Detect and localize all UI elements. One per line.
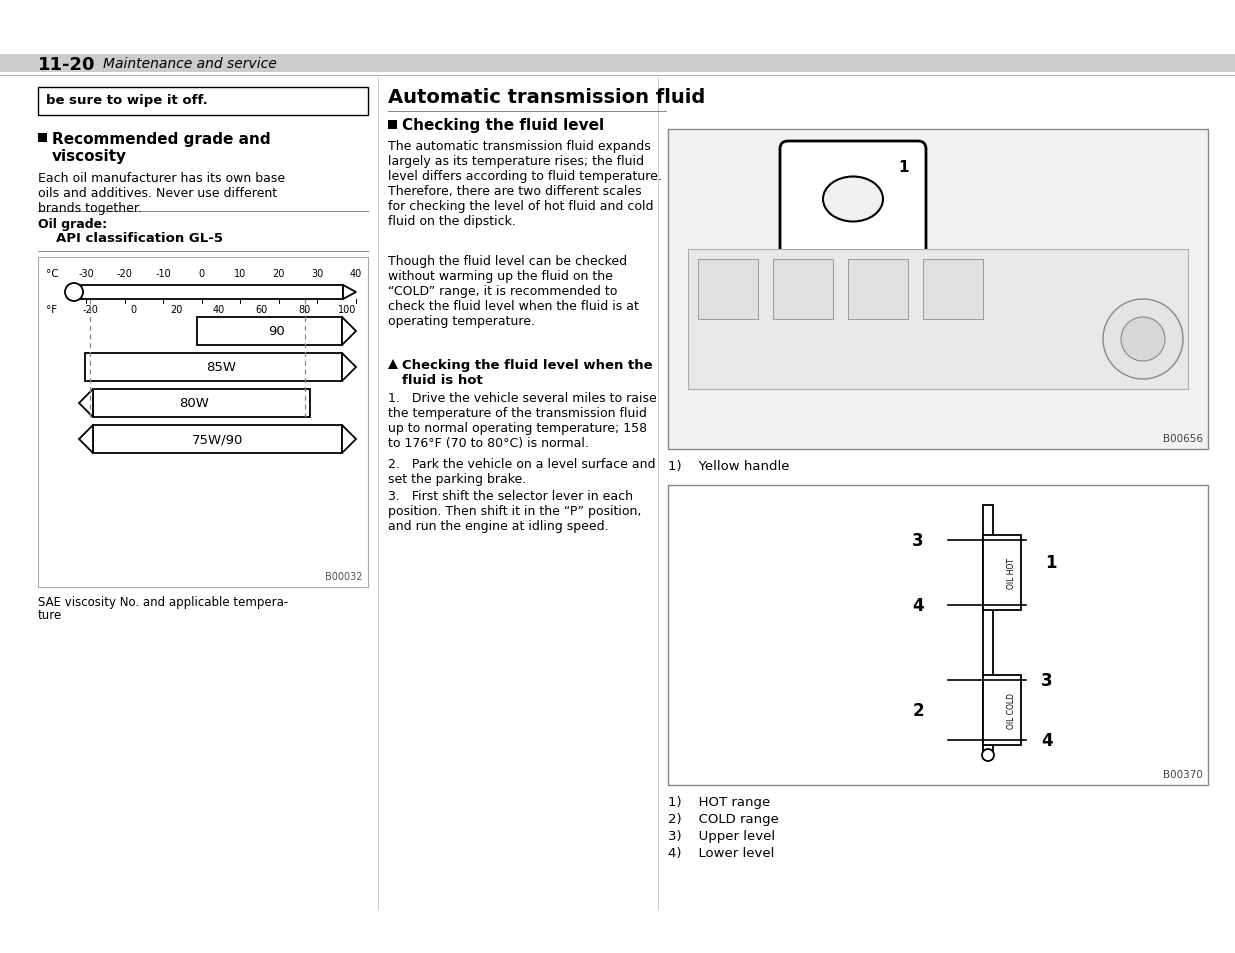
Text: 2)    COLD range: 2) COLD range	[668, 812, 779, 825]
Polygon shape	[342, 317, 356, 346]
Text: 20: 20	[273, 269, 285, 278]
Polygon shape	[342, 354, 356, 381]
Circle shape	[1121, 317, 1165, 361]
Text: 1.   Drive the vehicle several miles to raise
the temperature of the transmissio: 1. Drive the vehicle several miles to ra…	[388, 392, 657, 450]
Bar	[983, 505, 993, 755]
Bar	[82, 286, 343, 299]
Bar	[85, 354, 342, 381]
Text: 20: 20	[169, 305, 183, 314]
Bar	[38, 257, 368, 587]
Text: 10: 10	[235, 269, 247, 278]
Bar	[668, 485, 1208, 785]
Text: -10: -10	[156, 269, 170, 278]
Text: 1)    HOT range: 1) HOT range	[668, 795, 771, 808]
Bar	[93, 426, 342, 454]
Polygon shape	[342, 426, 356, 454]
Text: fluid is hot: fluid is hot	[403, 374, 483, 387]
Bar	[773, 260, 832, 319]
Text: OIL HOT: OIL HOT	[1008, 558, 1016, 588]
FancyBboxPatch shape	[781, 142, 926, 257]
Circle shape	[65, 284, 83, 302]
Text: ture: ture	[38, 608, 62, 621]
Text: °C: °C	[46, 269, 58, 278]
Text: 90: 90	[268, 325, 285, 338]
Text: Automatic transmission fluid: Automatic transmission fluid	[388, 88, 705, 107]
Bar	[0, 55, 1235, 73]
Bar	[983, 536, 1021, 610]
Text: -30: -30	[78, 269, 94, 278]
Text: 1: 1	[1045, 554, 1057, 572]
Text: 100: 100	[338, 305, 357, 314]
Text: B00656: B00656	[1163, 434, 1203, 443]
Text: Though the fluid level can be checked
without warming up the fluid on the
“COLD”: Though the fluid level can be checked wi…	[388, 254, 638, 328]
Text: Checking the fluid level when the: Checking the fluid level when the	[403, 358, 652, 372]
Text: 75W/90: 75W/90	[191, 433, 243, 446]
Text: 0: 0	[130, 305, 136, 314]
Text: °F: °F	[46, 305, 57, 314]
Text: 3)    Upper level: 3) Upper level	[668, 829, 776, 842]
Text: 3: 3	[913, 532, 924, 550]
Text: Recommended grade and: Recommended grade and	[52, 132, 270, 147]
Bar	[848, 260, 908, 319]
Circle shape	[1103, 299, 1183, 379]
Text: 1: 1	[898, 160, 909, 174]
Text: 3: 3	[1041, 671, 1052, 689]
Bar	[688, 250, 1188, 390]
Text: viscosity: viscosity	[52, 149, 127, 164]
Bar	[923, 260, 983, 319]
Polygon shape	[79, 426, 93, 454]
Text: Maintenance and service: Maintenance and service	[103, 57, 277, 71]
Text: Each oil manufacturer has its own base
oils and additives. Never use different
b: Each oil manufacturer has its own base o…	[38, 172, 285, 214]
Bar	[38, 88, 368, 116]
Ellipse shape	[823, 177, 883, 222]
Text: 2.   Park the vehicle on a level surface and
set the parking brake.: 2. Park the vehicle on a level surface a…	[388, 457, 656, 485]
Text: Checking the fluid level: Checking the fluid level	[403, 118, 604, 132]
Text: -20: -20	[83, 305, 99, 314]
Text: 4: 4	[913, 597, 924, 615]
Bar	[196, 317, 342, 346]
Text: The automatic transmission fluid expands
largely as its temperature rises; the f: The automatic transmission fluid expands…	[388, 140, 662, 228]
Text: API classification GL-5: API classification GL-5	[56, 232, 224, 245]
Polygon shape	[79, 390, 93, 417]
Text: 2: 2	[913, 701, 924, 720]
Circle shape	[982, 749, 994, 761]
Text: 0: 0	[199, 269, 205, 278]
Polygon shape	[343, 286, 356, 299]
Text: 11-20: 11-20	[38, 56, 95, 74]
Text: 3.   First shift the selector lever in each
position. Then shift it in the “P” p: 3. First shift the selector lever in eac…	[388, 490, 641, 533]
Text: Oil grade:: Oil grade:	[38, 218, 107, 231]
Bar	[38, 133, 47, 143]
Bar	[983, 676, 1021, 745]
Text: 80: 80	[299, 305, 311, 314]
Text: 85W: 85W	[206, 361, 236, 375]
Bar	[698, 260, 758, 319]
Bar	[93, 390, 310, 417]
Text: OIL COLD: OIL COLD	[1008, 692, 1016, 728]
Text: 1)    Yellow handle: 1) Yellow handle	[668, 459, 789, 473]
Text: 60: 60	[256, 305, 268, 314]
Text: 40: 40	[350, 269, 362, 278]
Text: 4)    Lower level: 4) Lower level	[668, 846, 774, 859]
Text: B00032: B00032	[326, 572, 363, 581]
Bar	[388, 121, 396, 130]
Text: 4: 4	[1041, 731, 1052, 749]
Polygon shape	[388, 359, 398, 370]
Text: 80W: 80W	[179, 397, 209, 410]
Text: be sure to wipe it off.: be sure to wipe it off.	[46, 94, 207, 107]
Text: 40: 40	[212, 305, 225, 314]
Text: B00370: B00370	[1163, 769, 1203, 780]
Bar	[668, 130, 1208, 450]
Text: 30: 30	[311, 269, 324, 278]
Text: SAE viscosity No. and applicable tempera-: SAE viscosity No. and applicable tempera…	[38, 596, 288, 608]
Text: -20: -20	[116, 269, 132, 278]
